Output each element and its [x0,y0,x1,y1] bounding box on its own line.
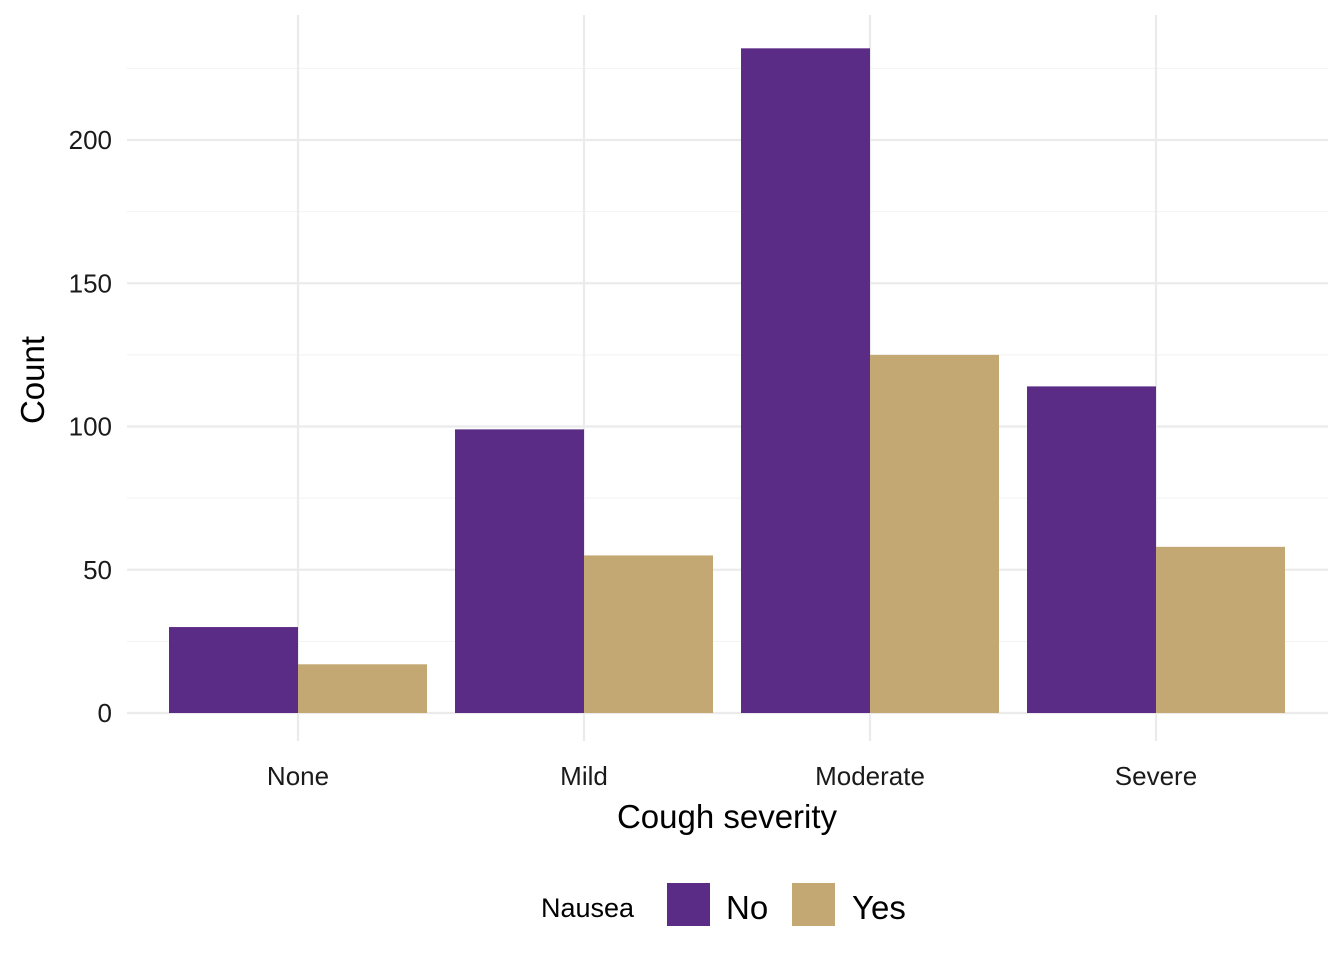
bar-mild-yes [584,555,713,713]
x-tick-label: Mild [560,761,608,791]
x-tick-label: Severe [1115,761,1197,791]
y-tick-label: 150 [69,268,112,298]
legend-title: Nausea [541,893,635,923]
x-axis-ticks: None Mild Moderate Severe [267,761,1197,791]
legend-label-no: No [726,889,768,926]
y-axis-title: Count [14,336,51,424]
y-tick-label: 100 [69,412,112,442]
x-tick-label: Moderate [815,761,925,791]
bars [169,48,1285,713]
x-tick-label: None [267,761,329,791]
y-axis-ticks: 0 50 100 150 200 [69,125,112,728]
x-axis-title: Cough severity [617,798,838,835]
bar-severe-no [1027,386,1156,713]
bar-none-no [169,627,298,713]
y-tick-label: 200 [69,125,112,155]
bar-moderate-yes [870,354,999,713]
bar-none-yes [298,664,427,713]
bar-mild-no [455,429,584,713]
legend-swatch-no [667,883,710,926]
bar-moderate-no [741,48,870,713]
y-tick-label: 0 [98,698,112,728]
legend-label-yes: Yes [852,889,906,926]
legend: Nausea No Yes [541,883,906,926]
bar-severe-yes [1156,546,1285,713]
legend-swatch-yes [792,883,835,926]
y-tick-label: 50 [83,555,112,585]
